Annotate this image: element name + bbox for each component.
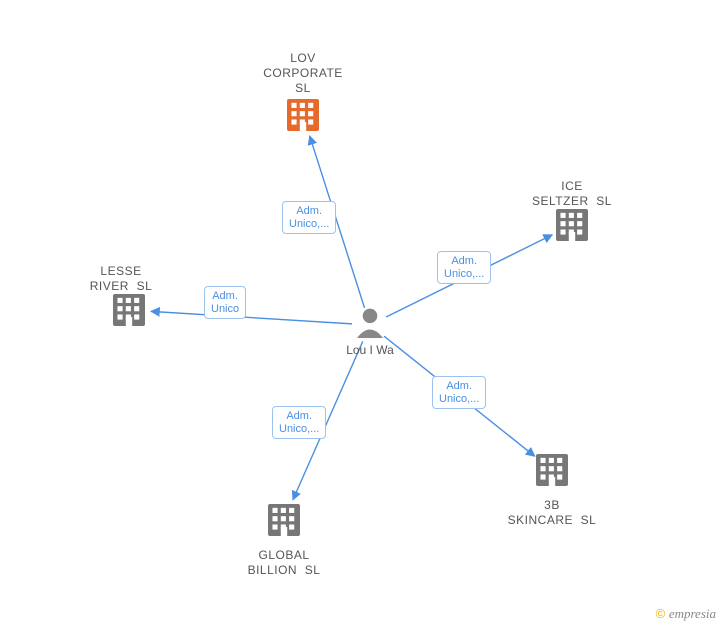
edge-label-global: Adm. Unico,...: [272, 406, 326, 439]
watermark-brand: empresia: [669, 606, 716, 621]
copyright-symbol: ©: [656, 606, 666, 621]
edge-label-lesse: Adm. Unico: [204, 286, 246, 319]
building-ice[interactable]: [556, 209, 588, 241]
node-label-lesse: LESSE RIVER SL: [61, 264, 181, 294]
watermark: © empresia: [656, 606, 716, 622]
person-icon[interactable]: [357, 309, 383, 338]
network-svg: [0, 0, 728, 630]
node-label-ice: ICE SELTZER SL: [512, 179, 632, 209]
edge-lesse: [151, 311, 352, 324]
diagram-stage: © empresia LOV CORPORATE SL ICE SELTZER S…: [0, 0, 728, 630]
building-threeb[interactable]: [536, 454, 568, 486]
node-label-lov: LOV CORPORATE SL: [243, 51, 363, 96]
node-label-threeb: 3B SKINCARE SL: [492, 498, 612, 528]
building-lov[interactable]: [287, 99, 319, 131]
edge-label-threeb: Adm. Unico,...: [432, 376, 486, 409]
edge-label-lov: Adm. Unico,...: [282, 201, 336, 234]
edge-label-ice: Adm. Unico,...: [437, 251, 491, 284]
building-lesse[interactable]: [113, 294, 145, 326]
building-global[interactable]: [268, 504, 300, 536]
node-label-global: GLOBAL BILLION SL: [224, 548, 344, 578]
center-label: Lou I Wa: [330, 343, 410, 357]
